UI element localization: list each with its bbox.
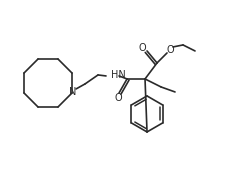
Text: N: N	[69, 87, 77, 97]
Text: O: O	[166, 45, 174, 55]
Text: O: O	[138, 43, 146, 53]
Text: O: O	[114, 93, 122, 103]
Text: HN: HN	[111, 70, 126, 80]
